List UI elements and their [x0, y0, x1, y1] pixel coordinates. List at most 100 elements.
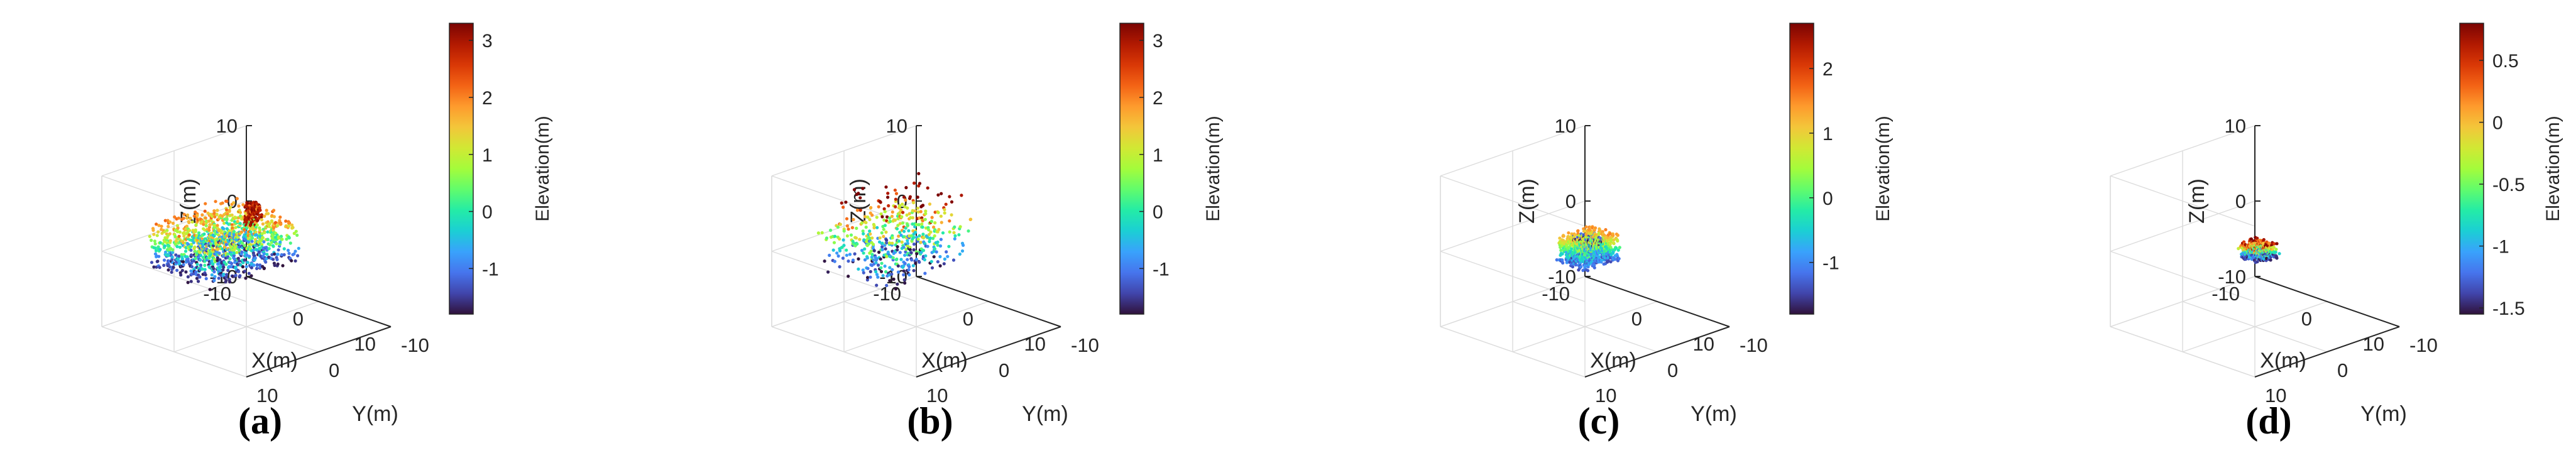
data-point: [896, 270, 901, 274]
data-point: [284, 219, 288, 223]
data-point: [934, 250, 938, 254]
data-point: [204, 216, 207, 220]
data-point: [250, 236, 255, 240]
data-point: [150, 238, 153, 243]
data-point: [255, 233, 258, 237]
data-point: [842, 229, 846, 233]
grid-line: [101, 200, 247, 252]
data-point: [890, 214, 894, 218]
data-point: [156, 230, 160, 234]
data-point: [222, 221, 226, 225]
data-point: [264, 260, 268, 264]
data-point: [209, 242, 213, 246]
grid-line: [2110, 326, 2255, 378]
data-point: [2251, 256, 2255, 259]
data-point: [894, 205, 897, 209]
data-point: [236, 219, 239, 224]
data-point: [167, 268, 170, 272]
data-point: [888, 279, 892, 283]
data-point: [2237, 247, 2240, 251]
data-point: [255, 263, 259, 267]
data-point: [273, 263, 277, 267]
data-point: [161, 242, 165, 246]
data-point: [265, 253, 269, 256]
data-point: [924, 254, 928, 258]
data-point: [213, 215, 217, 219]
colorbar-tick-label: -1: [1822, 253, 1839, 274]
colorbar-label: Elevation(m): [2543, 116, 2563, 221]
x-axis-label: X(m): [251, 349, 298, 373]
data-point: [969, 217, 973, 221]
data-point: [923, 217, 927, 221]
data-point: [892, 277, 896, 281]
data-point: [835, 251, 839, 255]
data-point: [189, 280, 193, 283]
grid-line: [101, 326, 247, 378]
data-point: [936, 243, 940, 247]
z-tick-label: 0: [2235, 190, 2246, 212]
data-point: [2274, 248, 2278, 251]
y-tick-label: -10: [2409, 334, 2438, 356]
data-point: [162, 258, 167, 262]
data-point: [2275, 256, 2279, 260]
data-point: [914, 258, 918, 261]
data-point: [908, 248, 912, 252]
data-point: [202, 232, 206, 236]
data-point: [933, 247, 937, 251]
data-point: [177, 254, 181, 258]
data-point: [916, 210, 920, 214]
data-point: [896, 217, 900, 221]
data-point: [847, 227, 850, 231]
data-point: [190, 220, 194, 224]
data-point: [275, 258, 279, 261]
data-point: [266, 230, 270, 234]
data-point: [290, 259, 293, 263]
data-point: [230, 213, 234, 217]
colorbar: [1119, 23, 1144, 315]
data-point: [285, 237, 288, 241]
data-point: [280, 253, 283, 257]
data-point: [923, 242, 927, 246]
grid-line: [771, 200, 917, 252]
data-point: [274, 221, 278, 224]
colorbar-tick-label: -1: [1153, 259, 1170, 280]
data-point: [2269, 258, 2272, 262]
data-point: [152, 232, 156, 236]
data-point: [1611, 234, 1615, 237]
data-point: [1598, 229, 1602, 232]
data-point: [852, 217, 855, 222]
data-point: [943, 208, 946, 212]
data-point: [875, 283, 879, 287]
data-point: [200, 267, 204, 271]
data-point: [904, 198, 907, 202]
data-point: [896, 264, 900, 268]
data-point: [203, 263, 207, 267]
data-point: [188, 229, 192, 232]
chart-panel-1: 100-10-10010-10010Z(m)X(m)Y(m)3210-1Elev…: [101, 23, 553, 442]
data-point: [895, 257, 899, 261]
data-point: [924, 212, 928, 215]
data-point: [182, 263, 185, 266]
data-point: [883, 210, 887, 214]
data-point: [1617, 257, 1621, 261]
data-point: [880, 241, 884, 245]
data-point: [932, 255, 936, 259]
data-point: [912, 201, 916, 205]
data-point: [865, 256, 869, 260]
data-point: [261, 222, 265, 226]
data-point: [252, 263, 256, 267]
data-point: [880, 248, 884, 252]
data-point: [216, 209, 219, 212]
data-point: [241, 241, 244, 245]
data-point: [903, 205, 907, 209]
data-point: [872, 224, 876, 227]
colorbar-tick-label: -1: [2492, 237, 2509, 258]
data-point: [212, 270, 216, 274]
data-point: [917, 172, 921, 175]
data-point: [217, 276, 221, 280]
data-point: [932, 226, 936, 229]
y-tick-label: 10: [926, 384, 948, 406]
data-point: [939, 237, 943, 241]
data-point: [869, 249, 873, 253]
